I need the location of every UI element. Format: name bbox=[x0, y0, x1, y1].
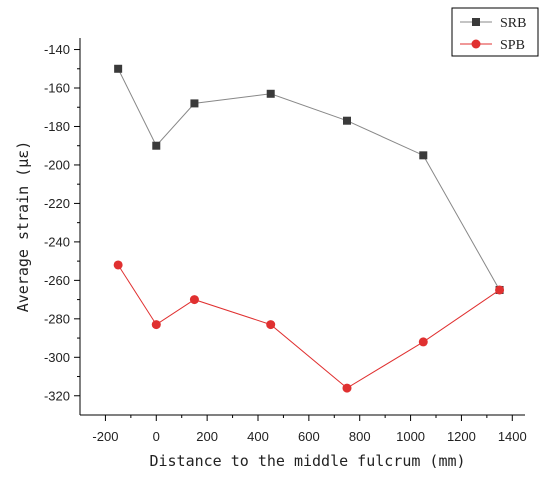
x-tick-label: 400 bbox=[247, 429, 269, 444]
y-tick-label: -180 bbox=[44, 119, 70, 134]
y-tick-label: -240 bbox=[44, 234, 70, 249]
x-tick-label: 1000 bbox=[396, 429, 425, 444]
x-tick-label: 1400 bbox=[498, 429, 527, 444]
legend-marker-srb bbox=[472, 18, 480, 26]
legend-marker-spb bbox=[471, 39, 481, 49]
y-tick-label: -220 bbox=[44, 196, 70, 211]
legend-label-spb: SPB bbox=[500, 38, 525, 53]
legend: SRB SPB bbox=[451, 7, 539, 57]
x-axis-title: Distance to the middle fulcrum (mm) bbox=[149, 452, 465, 470]
x-tick-label: 0 bbox=[153, 429, 160, 444]
data-point-spb bbox=[151, 320, 161, 330]
data-point-spb bbox=[342, 383, 352, 393]
legend-label-srb: SRB bbox=[500, 16, 526, 31]
data-point-srb bbox=[419, 151, 428, 160]
y-axis-title: Average strain (με) bbox=[14, 141, 32, 313]
series-line-spb bbox=[117, 264, 500, 389]
y-tick-label: -320 bbox=[44, 388, 70, 403]
legend-box bbox=[451, 7, 539, 57]
data-point-srb bbox=[343, 116, 351, 125]
x-tick-label: 1200 bbox=[447, 429, 476, 444]
data-point-spb bbox=[189, 295, 199, 305]
x-tick-label: 200 bbox=[196, 429, 218, 444]
data-point-srb bbox=[114, 64, 123, 73]
data-point-srb bbox=[190, 99, 199, 108]
data-point-spb bbox=[495, 285, 505, 295]
x-tick-label: 600 bbox=[298, 429, 320, 444]
series-line-srb bbox=[117, 68, 501, 291]
y-tick-label: -300 bbox=[44, 350, 70, 365]
y-tick-label: -260 bbox=[44, 273, 70, 288]
y-tick-label: -160 bbox=[44, 81, 70, 96]
data-point-spb bbox=[113, 260, 123, 270]
data-point-spb bbox=[266, 320, 276, 330]
x-tick-label: 800 bbox=[349, 429, 371, 444]
y-tick-label: -200 bbox=[44, 157, 70, 172]
axes: -200 0 200 400 600 800 1000 1200 1400 -140 -160 -18… bbox=[44, 38, 527, 444]
series-layer bbox=[113, 64, 505, 393]
data-point-srb bbox=[152, 141, 161, 150]
data-point-spb bbox=[418, 337, 428, 347]
y-tick-label: -140 bbox=[44, 42, 70, 57]
data-point-srb bbox=[266, 89, 275, 98]
x-tick-label: -200 bbox=[92, 429, 118, 444]
y-tick-label: -280 bbox=[44, 311, 70, 326]
